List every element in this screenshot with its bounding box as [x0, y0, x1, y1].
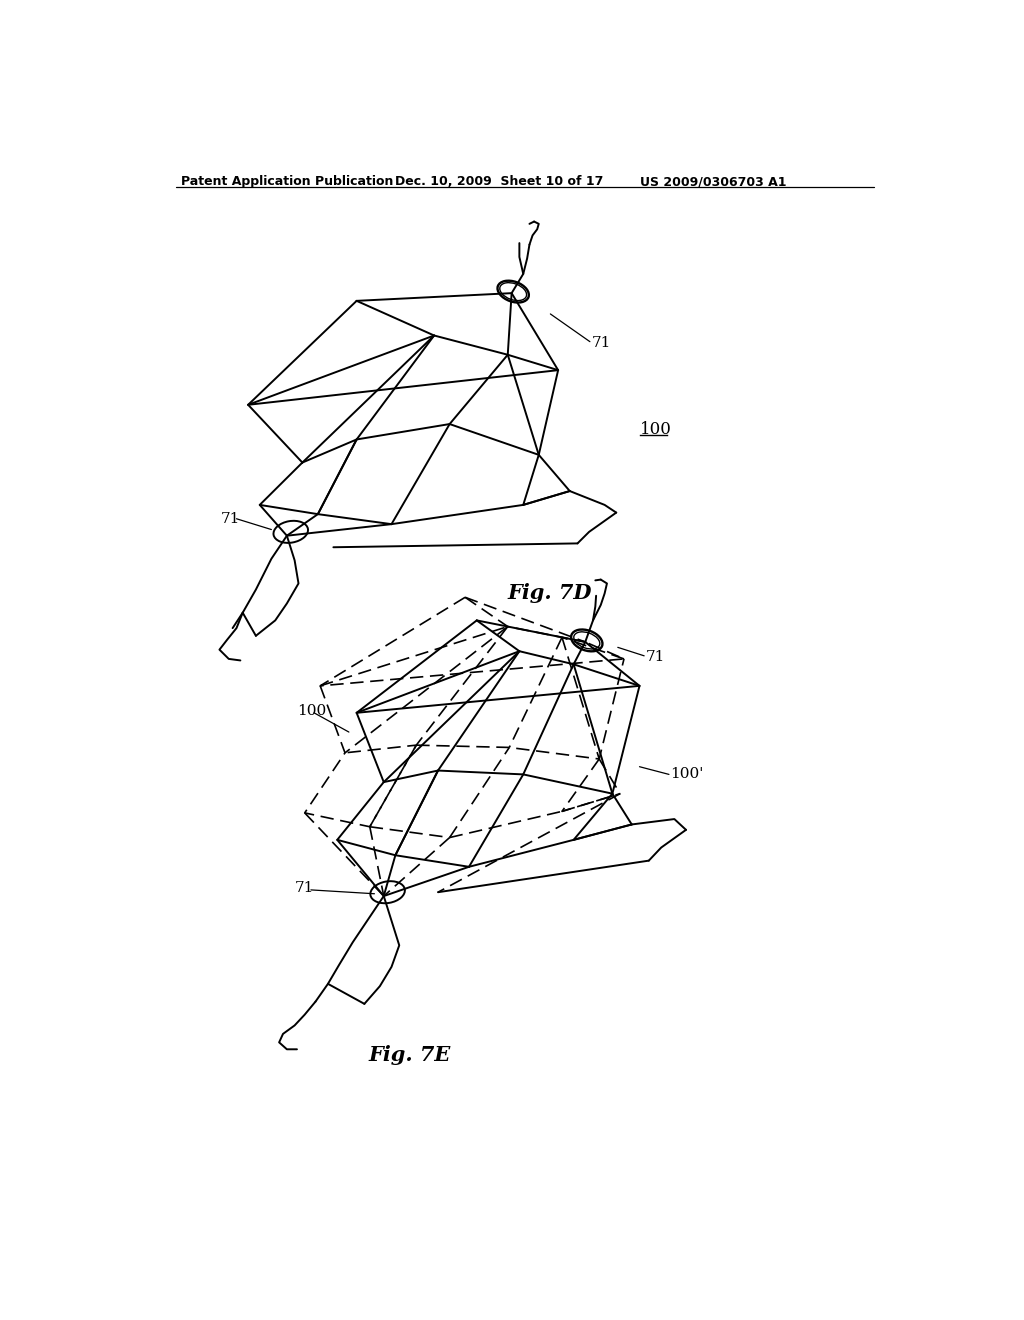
Text: Fig. 7D: Fig. 7D [508, 583, 592, 603]
Text: Dec. 10, 2009  Sheet 10 of 17: Dec. 10, 2009 Sheet 10 of 17 [395, 176, 604, 189]
Text: 100: 100 [640, 421, 672, 438]
Text: Fig. 7E: Fig. 7E [369, 1045, 451, 1065]
Text: 100: 100 [297, 705, 327, 718]
Text: Patent Application Publication: Patent Application Publication [180, 176, 393, 189]
Text: 71: 71 [295, 882, 314, 895]
Text: 71: 71 [646, 651, 665, 664]
Text: US 2009/0306703 A1: US 2009/0306703 A1 [640, 176, 786, 189]
Text: 71: 71 [592, 337, 611, 350]
Text: 71: 71 [221, 512, 241, 525]
Text: 100': 100' [671, 767, 703, 781]
